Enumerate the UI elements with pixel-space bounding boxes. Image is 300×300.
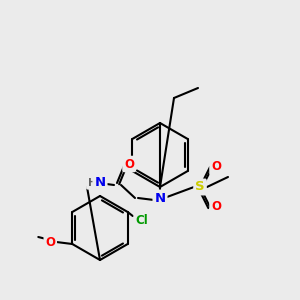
Text: H: H	[88, 178, 96, 188]
Text: S: S	[195, 181, 205, 194]
Text: Cl: Cl	[135, 214, 148, 226]
Text: O: O	[124, 158, 134, 170]
Text: O: O	[211, 160, 221, 173]
Text: O: O	[45, 236, 55, 248]
Text: N: N	[154, 191, 166, 205]
Text: N: N	[94, 176, 106, 190]
Text: O: O	[211, 200, 221, 214]
